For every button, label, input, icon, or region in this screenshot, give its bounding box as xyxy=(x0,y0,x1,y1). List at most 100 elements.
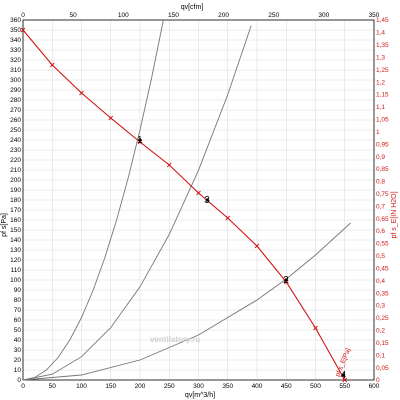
left-tick-label: 80 xyxy=(14,297,22,304)
top-tick-label: 0 xyxy=(21,12,25,19)
right-tick-label: 0,1 xyxy=(376,352,385,359)
operating-point-label: 1 xyxy=(137,135,143,146)
right-axis-ticks: 0 0,05 0,1 0,15 0,2 0,25 0,3 0,35 0,4 0,45 0,5 0,55… xyxy=(376,17,389,384)
chart-grid xyxy=(22,19,375,381)
left-tick-label: 20 xyxy=(14,357,22,364)
top-tick-label: 250 xyxy=(268,12,279,19)
fan-curve-marker xyxy=(49,62,55,68)
left-tick-label: 10 xyxy=(14,367,22,374)
left-tick-label: 320 xyxy=(10,57,21,64)
left-tick-label: 300 xyxy=(10,77,21,84)
system-curves xyxy=(22,19,351,381)
right-tick-label: 0,05 xyxy=(376,365,389,372)
right-tick-label: 1,4 xyxy=(376,30,385,37)
left-tick-label: 260 xyxy=(10,117,21,124)
bottom-tick-label: 550 xyxy=(339,383,350,390)
left-tick-label: 110 xyxy=(11,267,22,274)
left-tick-label: 100 xyxy=(10,277,21,284)
bottom-tick-label: 200 xyxy=(135,383,146,390)
operating-points: 1 2 3 4 xyxy=(137,135,347,381)
bottom-tick-label: 100 xyxy=(76,383,87,390)
bottom-axis-ticks: 0 50 100 150 200 250 300 350 400 450 500 550 600 xyxy=(21,383,380,390)
bottom-tick-label: 50 xyxy=(49,383,57,390)
right-tick-label: 0,7 xyxy=(376,203,385,210)
operating-point-label: 4 xyxy=(341,370,347,381)
system-curve-line xyxy=(22,222,351,381)
right-tick-label: 0,95 xyxy=(376,141,389,148)
top-axis-ticks: 0 50 100 150 200 250 300 350 xyxy=(21,12,380,19)
fan-curve-marker xyxy=(225,215,231,221)
fan-curve-line xyxy=(22,29,346,381)
bottom-tick-label: 300 xyxy=(193,383,204,390)
watermark-text: ventilatory.ru xyxy=(150,335,200,344)
fan-curve-marker xyxy=(313,325,318,331)
bottom-tick-label: 400 xyxy=(252,383,263,390)
top-tick-label: 50 xyxy=(70,12,78,19)
left-tick-label: 120 xyxy=(10,257,21,264)
left-tick-label: 270 xyxy=(10,107,21,114)
right-tick-label: 1 xyxy=(376,129,380,136)
operating-point-label: 2 xyxy=(283,275,289,286)
bottom-tick-label: 150 xyxy=(105,383,116,390)
right-tick-label: 0,2 xyxy=(376,328,385,335)
operating-point-marker xyxy=(341,373,346,377)
left-tick-label: 330 xyxy=(10,47,21,54)
operating-point-marker xyxy=(138,138,142,142)
top-tick-label: 150 xyxy=(168,12,179,19)
right-tick-label: 1,15 xyxy=(376,92,389,99)
left-tick-label: 220 xyxy=(10,157,21,164)
right-tick-label: 0,55 xyxy=(376,241,389,248)
right-axis-title: pf s_E[IN H2O] xyxy=(391,191,398,238)
bottom-tick-label: 450 xyxy=(281,383,292,390)
right-tick-label: 0,8 xyxy=(376,179,385,186)
left-tick-label: 240 xyxy=(10,137,21,144)
left-tick-label: 170 xyxy=(10,207,21,214)
left-tick-label: 280 xyxy=(10,97,21,104)
right-tick-label: 1,1 xyxy=(376,104,385,111)
left-tick-label: 210 xyxy=(10,167,21,174)
operating-point-marker xyxy=(205,198,209,202)
fan-curve-marker xyxy=(20,27,26,33)
fan-curve xyxy=(20,27,348,383)
left-tick-label: 0 xyxy=(17,377,21,384)
left-tick-label: 140 xyxy=(10,237,21,244)
left-tick-label: 130 xyxy=(10,247,21,254)
top-tick-label: 350 xyxy=(369,12,380,19)
bottom-tick-label: 600 xyxy=(369,383,380,390)
left-tick-label: 60 xyxy=(14,317,22,324)
right-tick-label: 1,35 xyxy=(376,42,389,49)
right-tick-label: 1,25 xyxy=(376,67,389,74)
bottom-tick-label: 350 xyxy=(222,383,233,390)
bottom-tick-label: 250 xyxy=(164,383,175,390)
left-tick-label: 190 xyxy=(10,187,21,194)
operating-point-marker xyxy=(284,278,288,282)
left-tick-label: 290 xyxy=(10,87,21,94)
fan-curve-marker xyxy=(166,162,172,168)
top-tick-label: 300 xyxy=(318,12,329,19)
bottom-axis-title: qv[m^3/h] xyxy=(185,392,215,399)
left-tick-label: 150 xyxy=(10,227,21,234)
right-tick-label: 1,45 xyxy=(376,17,389,24)
left-tick-label: 70 xyxy=(14,307,22,314)
right-tick-label: 0,4 xyxy=(376,278,385,285)
right-tick-label: 1,3 xyxy=(376,54,385,61)
fan-curve-marker xyxy=(108,115,114,121)
right-tick-label: 1,2 xyxy=(376,79,385,86)
left-tick-label: 90 xyxy=(14,287,22,294)
bottom-tick-label: 500 xyxy=(310,383,321,390)
left-axis-title: pf s[Pa] xyxy=(1,213,8,237)
left-tick-label: 360 xyxy=(10,17,21,24)
right-tick-label: 1,05 xyxy=(376,117,389,124)
fan-curve-marker xyxy=(254,243,260,249)
right-tick-label: 0,6 xyxy=(376,228,385,235)
left-tick-label: 180 xyxy=(10,197,21,204)
left-axis-ticks: 0 10 20 30 40 50 60 70 80 90 100 110 120 130 140 150 160… xyxy=(10,17,21,384)
system-curve-line xyxy=(22,19,164,381)
fan-curve-marker xyxy=(342,377,348,383)
operating-point-label: 3 xyxy=(204,195,210,206)
left-tick-label: 350 xyxy=(10,27,21,34)
right-tick-label: 0 xyxy=(376,377,380,384)
right-tick-label: 0,75 xyxy=(376,191,389,198)
left-tick-label: 30 xyxy=(14,347,22,354)
